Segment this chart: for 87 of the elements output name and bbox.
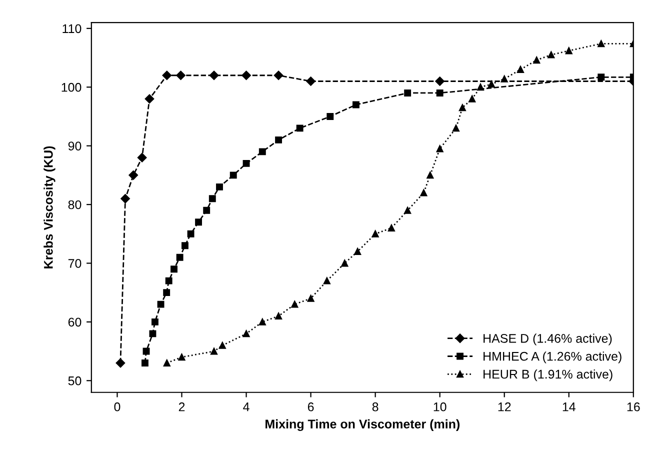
point bbox=[477, 84, 484, 91]
x-tick-label: 0 bbox=[114, 402, 120, 412]
point bbox=[203, 206, 210, 214]
point bbox=[404, 90, 412, 96]
point bbox=[242, 330, 250, 338]
point bbox=[242, 160, 250, 167]
point bbox=[182, 242, 188, 250]
point bbox=[548, 51, 555, 58]
point bbox=[307, 294, 314, 302]
point bbox=[517, 66, 524, 73]
legend-label: HASE D (1.46% active) bbox=[484, 334, 612, 346]
y-tick-label: 90 bbox=[68, 142, 82, 150]
point bbox=[352, 101, 360, 108]
point bbox=[258, 318, 266, 326]
point bbox=[598, 40, 605, 48]
point bbox=[426, 172, 434, 179]
point bbox=[208, 195, 216, 202]
point bbox=[436, 90, 444, 96]
point bbox=[565, 47, 572, 54]
point bbox=[162, 70, 172, 80]
legend-label: HEUR B (1.91% active) bbox=[484, 369, 612, 382]
x-tick-label: 14 bbox=[562, 402, 576, 412]
point bbox=[468, 95, 476, 102]
y-axis-title: Krebs Viscosity (KU) bbox=[44, 146, 56, 268]
point bbox=[210, 348, 218, 355]
point bbox=[326, 113, 334, 120]
point bbox=[178, 354, 186, 361]
x-tick-label: 4 bbox=[243, 402, 250, 412]
point bbox=[296, 124, 304, 132]
point bbox=[242, 70, 251, 80]
point bbox=[291, 300, 298, 308]
x-axis-title: Mixing Time on Viscometer (min) bbox=[266, 419, 460, 432]
point bbox=[176, 70, 186, 80]
point bbox=[120, 194, 130, 204]
point bbox=[258, 148, 266, 156]
point bbox=[142, 348, 150, 355]
point bbox=[275, 312, 282, 320]
point bbox=[152, 318, 158, 326]
point bbox=[176, 254, 184, 261]
point bbox=[144, 94, 154, 104]
point bbox=[165, 277, 172, 284]
point bbox=[116, 358, 126, 368]
point bbox=[230, 172, 237, 179]
y-tick-label: 100 bbox=[62, 82, 82, 92]
point bbox=[163, 289, 170, 296]
point bbox=[488, 80, 495, 88]
x-tick-label: 10 bbox=[434, 402, 446, 412]
point bbox=[195, 218, 202, 226]
point bbox=[388, 224, 395, 232]
point bbox=[500, 75, 508, 82]
y-tick-label: 70 bbox=[68, 259, 82, 268]
point bbox=[533, 56, 540, 64]
point bbox=[274, 70, 284, 80]
y-tick-label: 60 bbox=[68, 318, 82, 327]
point bbox=[142, 360, 148, 366]
point bbox=[187, 230, 194, 238]
x-tick-label: 8 bbox=[372, 402, 378, 412]
point bbox=[372, 230, 379, 238]
point bbox=[341, 260, 348, 267]
point bbox=[420, 189, 428, 196]
x-tick-label: 12 bbox=[498, 402, 511, 412]
point bbox=[209, 70, 219, 80]
point bbox=[435, 76, 444, 86]
point bbox=[275, 136, 282, 144]
x-tick-label: 6 bbox=[308, 402, 314, 412]
point bbox=[436, 145, 444, 152]
point bbox=[323, 277, 330, 284]
y-tick-label: 50 bbox=[68, 376, 82, 386]
point bbox=[128, 170, 138, 180]
point bbox=[404, 206, 412, 214]
point bbox=[598, 74, 605, 81]
point bbox=[149, 330, 156, 338]
point bbox=[157, 300, 164, 308]
x-tick-label: 16 bbox=[627, 402, 640, 412]
point bbox=[452, 124, 460, 132]
point bbox=[170, 266, 178, 273]
point bbox=[137, 152, 147, 162]
point bbox=[218, 342, 226, 349]
point bbox=[306, 76, 316, 86]
y-tick-label: 110 bbox=[62, 24, 82, 34]
legend-label: HMHEC A (1.26% active) bbox=[484, 352, 622, 364]
point bbox=[163, 360, 170, 366]
x-tick-label: 2 bbox=[178, 402, 185, 412]
point bbox=[458, 104, 466, 112]
y-tick-label: 80 bbox=[68, 200, 82, 210]
point bbox=[354, 248, 362, 255]
point bbox=[216, 183, 223, 190]
